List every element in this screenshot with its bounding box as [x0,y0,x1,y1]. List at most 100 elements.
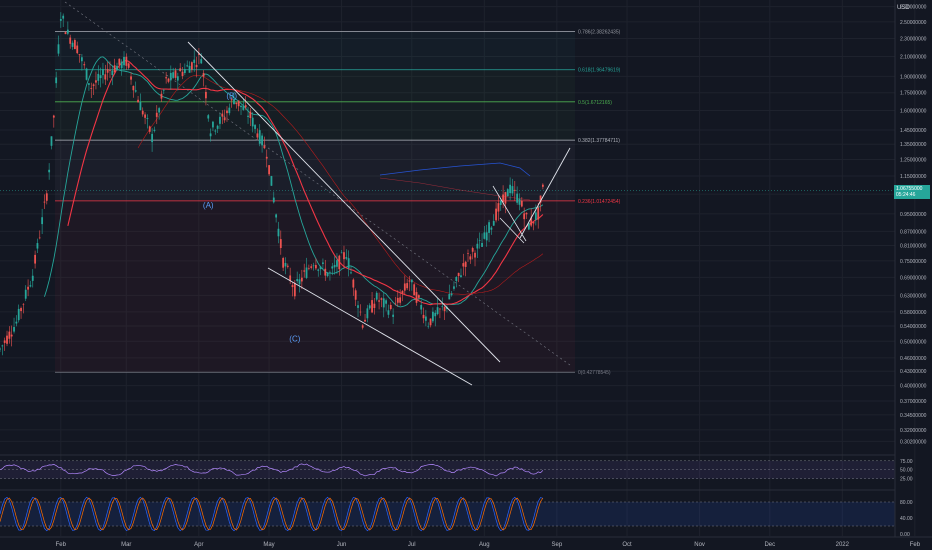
candle-body [307,268,310,269]
candle-body [120,61,123,69]
stoch-tick-label: 40.00 [900,516,913,522]
candle-body [230,99,233,101]
currency-label: USD [897,5,910,11]
drawings [64,1,571,386]
candle-body [111,70,114,76]
candle-body [240,105,242,108]
trend-line[interactable] [187,41,501,363]
stoch-tick-label: 0.00 [900,532,910,538]
stoch-pane: 80.00 40.00 0.00 [0,489,913,538]
candle-body [172,72,175,78]
candle-body [6,335,8,344]
candle-body [200,59,203,64]
bar-countdown: 05:24:46 [896,192,916,198]
candle-body [443,306,446,312]
candle-body [275,214,278,218]
candle-body [354,290,357,300]
candle-body [198,53,200,55]
candle-body [247,115,249,117]
candle-body [162,89,165,91]
fib-level-label: 0.786(2.38262435) [578,29,621,35]
candle-body [525,212,528,215]
candle-body [31,275,34,281]
price-tick-label: 0.81000000 [900,244,927,250]
candle-body [322,262,324,264]
time-tick-label: Nov [694,542,705,548]
candle-body [92,84,95,86]
candle-body [102,69,104,76]
price-tick-label: 0.50000000 [900,339,927,345]
candle-body [55,77,58,84]
price-tick-label: 1.90000000 [900,74,927,80]
candle-body [24,289,27,299]
candle-body [333,264,336,268]
fib-level-label: 0(0.42778545) [578,370,611,376]
candle-body [364,319,366,322]
rsi-pane: 75.00 50.00 25.00 [0,454,913,483]
trend-line[interactable] [267,267,473,386]
trend-line[interactable] [64,1,571,366]
candle-body [169,72,172,81]
price-tick-label: 0.54000000 [900,324,927,330]
moving-average-line [44,56,544,308]
candle-body [139,101,142,111]
candle-body [469,256,472,260]
candle-body [251,117,254,127]
moving-average-line [67,60,544,306]
candle-body [401,290,404,294]
time-axis[interactable]: Feb Mar Apr May Jun Jul Aug Sep Oct Nov Dec 2022 Feb [0,536,932,548]
candle-body [413,284,416,296]
fib-level-label: 0.236(1.01472454) [578,199,621,205]
trend-line[interactable] [519,147,571,239]
candle-body [153,129,156,131]
price-tick-label: 0.37000000 [900,399,927,405]
time-tick-label: Aug [479,542,490,548]
candle-body [319,266,322,270]
candle-body [202,73,205,77]
candle-body [158,108,161,113]
fib-zone [55,140,575,201]
candle-body [497,203,500,212]
fib-zone [55,31,575,70]
candle-body [350,272,352,274]
price-tick-label: 0.43000000 [900,369,927,375]
candle-body [534,212,537,220]
candle-body [216,125,219,129]
price-tick-label: 0.69000000 [900,275,927,281]
candle-body [45,193,48,201]
candle-body [530,217,533,226]
price-tick-label: 0.95000000 [900,212,927,218]
candle-body [336,260,338,267]
candle-body [481,242,483,247]
candlesticks [0,12,544,356]
candle-body [249,111,252,118]
candle-body [3,340,6,343]
wave-label: (A) [203,201,214,210]
candle-body [62,15,65,19]
candle-body [219,116,221,124]
trend-line[interactable] [499,217,525,244]
candle-body [541,184,544,187]
candle-body [483,232,486,239]
candle-body [66,29,69,34]
last-price-value: 1.06755000 [896,186,923,192]
candle-body [359,311,362,313]
candle-body [345,257,348,259]
candle-body [368,305,371,309]
candle-body [132,85,135,91]
candle-body [504,192,507,204]
candle-body [186,65,189,67]
moving-average-line [379,162,531,177]
candle-body [29,285,32,287]
candle-body [450,293,453,296]
candle-body [373,303,376,308]
candle-body [279,239,282,248]
candle-body [485,232,488,241]
trend-line[interactable] [492,185,527,242]
price-tick-label: 1.45000000 [900,128,927,134]
candle-body [221,113,224,117]
price-tick-label: 1.60000000 [900,108,927,114]
candle-body [242,106,245,110]
candle-body [144,114,146,118]
